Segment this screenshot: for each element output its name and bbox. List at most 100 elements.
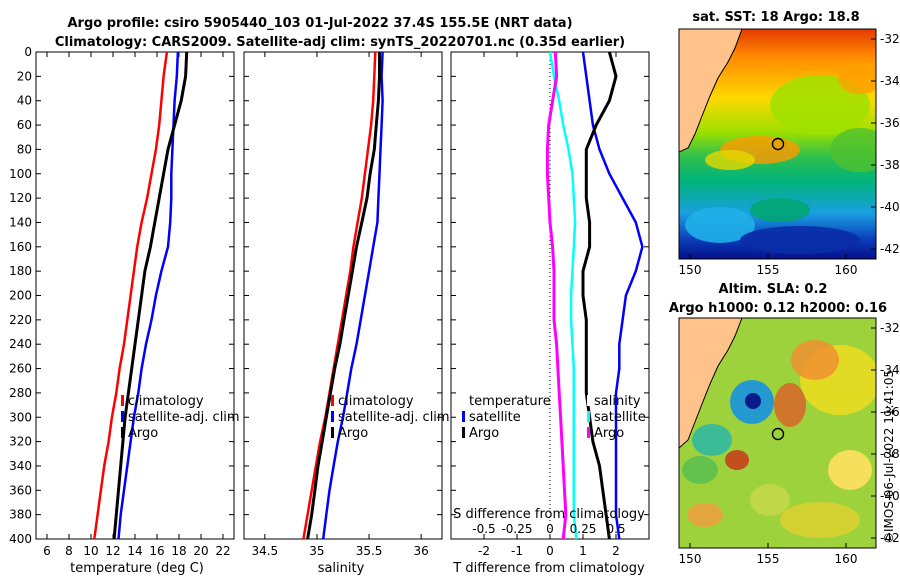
- lat-tick-label: -32: [880, 321, 900, 335]
- legend-label: climatology: [338, 394, 414, 409]
- sst-map-title: sat. SST: 18 Argo: 18.8: [692, 10, 859, 25]
- legend-label: satellite-adj. clim: [338, 410, 450, 425]
- sst-land: [679, 29, 743, 153]
- lon-tick-label: 155: [757, 552, 780, 566]
- y-tick-label: 200: [9, 289, 32, 303]
- sla-map-frame: [678, 317, 877, 549]
- legend-label: Argo: [128, 426, 158, 441]
- lat-tick-label: -42: [880, 242, 900, 256]
- x-tick-label: -2: [478, 544, 490, 558]
- x-tick-label: 6: [43, 544, 51, 558]
- title-line-1: Argo profile: csiro 5905440_103 01-Jul-2…: [67, 16, 572, 31]
- t-difference-x-label: T difference from climatology: [452, 561, 645, 576]
- y-tick-label: 400: [9, 532, 32, 546]
- sla-argo-location-marker: [771, 427, 785, 441]
- lat-tick-label: -32: [880, 32, 900, 46]
- series-line-satellite-adj-clim: [117, 51, 180, 540]
- x-tick-label: 35: [309, 544, 324, 558]
- legend-label: climatology: [128, 394, 204, 409]
- y-tick-label: 360: [9, 483, 32, 497]
- s-tick-label: -0.25: [501, 522, 532, 536]
- lat-tick-label: -36: [880, 116, 900, 130]
- temperature-axes-frame: [35, 51, 235, 540]
- sla-land: [679, 318, 743, 449]
- sla-map-title-1: Altim. SLA: 0.2: [719, 282, 828, 297]
- title-line-2: Climatology: CARS2009. Satellite-adj cli…: [55, 35, 625, 50]
- x-tick-label: 22: [215, 544, 230, 558]
- lat-tick-label: -42: [880, 531, 900, 545]
- y-tick-label: 280: [9, 386, 32, 400]
- series-line-climatology: [302, 51, 377, 540]
- s-tick-label: 0.5: [606, 522, 625, 536]
- y-tick-label: 160: [9, 240, 32, 254]
- y-tick-label: 0: [24, 45, 32, 59]
- y-tick-label: 140: [9, 215, 32, 229]
- legend-swatch: [331, 395, 334, 406]
- y-tick-label: 380: [9, 508, 32, 522]
- lat-tick-label: -40: [880, 489, 900, 503]
- y-tick-label: 300: [9, 410, 32, 424]
- y-tick-label: 240: [9, 337, 32, 351]
- series-line-salinity-argo: [545, 51, 568, 540]
- series-line-satellite-adj-clim: [321, 51, 384, 540]
- y-tick-label: 60: [17, 118, 32, 132]
- y-tick-label: 120: [9, 191, 32, 205]
- y-tick-label: 80: [17, 142, 32, 156]
- y-tick-label: 340: [9, 459, 32, 473]
- legend-swatch: [462, 411, 465, 422]
- y-tick-label: 220: [9, 313, 32, 327]
- x-tick-label: 12: [105, 544, 120, 558]
- legend-swatch: [587, 427, 590, 438]
- x-tick-label: 35.5: [356, 544, 383, 558]
- lon-tick-label: 160: [835, 263, 858, 277]
- x-tick-label: 20: [193, 544, 208, 558]
- x-tick-label: 1: [579, 544, 587, 558]
- sst-patches: [685, 62, 876, 254]
- s-difference-x-label: S difference from climatology: [453, 507, 645, 522]
- x-tick-label: 8: [65, 544, 73, 558]
- y-tick-label: 180: [9, 264, 32, 278]
- temperature-panel: 6 8 10 12 14 16 18 20 22020406080100120140160180…: [9, 45, 240, 558]
- legend-label: Argo: [594, 426, 624, 441]
- sst-longitude-ticks: 150 155 160: [679, 254, 858, 277]
- series-line-argo: [306, 52, 381, 540]
- lon-tick-label: 160: [835, 552, 858, 566]
- legend-label: temperature: [469, 394, 551, 409]
- sst-map-frame: [678, 28, 877, 260]
- legend-swatch: [331, 427, 334, 438]
- sst-argo-location-marker: [771, 137, 785, 151]
- imos-credit: ©IMOS 06-Jul-2022 11:41:05: [882, 370, 896, 544]
- x-tick-label: 18: [171, 544, 186, 558]
- s-tick-label: -0.5: [472, 522, 495, 536]
- sst-latitude-ticks: -32 -34 -36 -38 -40 -42: [871, 32, 900, 256]
- legend-swatch: [121, 427, 124, 438]
- x-tick-label: 16: [149, 544, 164, 558]
- lat-tick-label: -34: [880, 74, 900, 88]
- series-line-temperature-argo: [581, 51, 618, 540]
- legend-swatch: [121, 395, 124, 406]
- sla-patches: [682, 340, 876, 538]
- sla-longitude-ticks: 150 155 160: [679, 543, 858, 566]
- x-tick-label: -1: [511, 544, 523, 558]
- lat-tick-label: -36: [880, 405, 900, 419]
- lon-tick-label: 150: [679, 552, 702, 566]
- legend-swatch: [462, 395, 465, 406]
- lon-tick-label: 155: [757, 263, 780, 277]
- x-tick-label: 10: [83, 544, 98, 558]
- series-line-temperature-satellite: [581, 51, 644, 540]
- s-tick-label: 0.25: [570, 522, 597, 536]
- y-tick-label: 40: [17, 94, 32, 108]
- salinity-x-label: salinity: [318, 561, 365, 576]
- difference-panel: -2 -1 0 1 2-0.5 -0.25 0 0.25 0.5temperaturesatel…: [450, 51, 650, 558]
- legend-label: salinity: [594, 394, 641, 409]
- sla-latitude-ticks: -32 -34 -36 -38 -40 -42: [871, 321, 900, 545]
- lat-tick-label: -34: [880, 363, 900, 377]
- lat-tick-label: -38: [880, 158, 900, 172]
- legend-label: Argo: [469, 426, 499, 441]
- temperature-x-label: temperature (deg C): [70, 561, 204, 576]
- y-tick-label: 260: [9, 362, 32, 376]
- series-line-climatology: [93, 51, 169, 540]
- legend-swatch: [587, 395, 590, 406]
